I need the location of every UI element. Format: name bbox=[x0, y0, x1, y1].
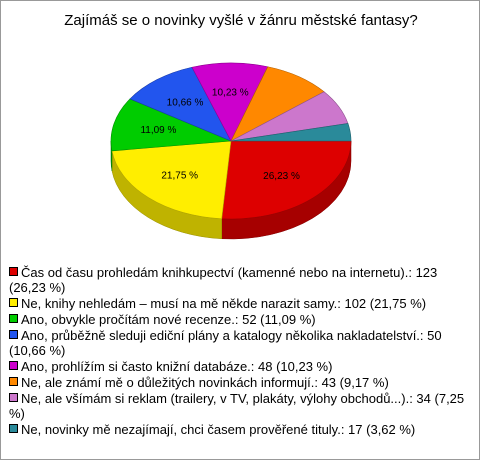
legend-item: Ne, ale známí mě o důležitých novinkách … bbox=[9, 375, 473, 390]
data-label: 21,75 % bbox=[161, 171, 198, 182]
legend-label: Čas od času prohledám knihkupectví (kame… bbox=[9, 265, 438, 295]
data-label: 26,23 % bbox=[263, 171, 300, 182]
legend-label: Ano, obvykle pročítám nové recenze.: 52 … bbox=[21, 312, 316, 327]
legend-item: Ano, průběžně sleduji ediční plány a kat… bbox=[9, 328, 473, 358]
legend-item: Čas od času prohledám knihkupectví (kame… bbox=[9, 265, 473, 295]
legend-swatch bbox=[9, 377, 18, 386]
legend-swatch bbox=[9, 330, 18, 339]
legend-swatch bbox=[9, 361, 18, 370]
legend-swatch bbox=[9, 298, 18, 307]
legend-label: Ne, ale všímám si reklam (trailery, v TV… bbox=[9, 391, 465, 421]
legend-label: Ne, knihy nehledám – musí na mě někde na… bbox=[21, 296, 427, 311]
slice bbox=[191, 62, 269, 142]
legend: Čas od času prohledám knihkupectví (kame… bbox=[9, 265, 473, 438]
legend-label: Ne, novinky mě nezajímají, chci časem pr… bbox=[21, 422, 416, 437]
legend-item: Ano, obvykle pročítám nové recenze.: 52 … bbox=[9, 312, 473, 327]
data-label: 10,23 % bbox=[212, 87, 249, 98]
slice bbox=[230, 123, 352, 142]
data-label: 10,66 % bbox=[167, 98, 204, 109]
legend-label: Ano, průběžně sleduji ediční plány a kat… bbox=[9, 328, 442, 358]
legend-label: Ne, ale známí mě o důležitých novinkách … bbox=[21, 375, 389, 390]
legend-item: Ne, ale všímám si reklam (trailery, v TV… bbox=[9, 391, 473, 421]
legend-swatch bbox=[9, 393, 18, 402]
legend-swatch bbox=[9, 314, 18, 323]
slice bbox=[129, 66, 232, 142]
chart-title: Zajímáš se o novinky vyšlé v žánru městs… bbox=[64, 12, 417, 29]
slice bbox=[221, 140, 352, 220]
legend-item: Ne, novinky mě nezajímají, chci časem pr… bbox=[9, 422, 473, 437]
slice bbox=[111, 140, 232, 220]
data-label: 11,09 % bbox=[140, 125, 176, 136]
legend-label: Ano, prohlížím si často knižní databáze.… bbox=[21, 359, 333, 374]
legend-swatch bbox=[9, 424, 18, 433]
slice bbox=[110, 98, 232, 152]
legend-item: Ano, prohlížím si často knižní databáze.… bbox=[9, 359, 473, 374]
legend-swatch bbox=[9, 267, 18, 276]
legend-item: Ne, knihy nehledám – musí na mě někde na… bbox=[9, 296, 473, 311]
